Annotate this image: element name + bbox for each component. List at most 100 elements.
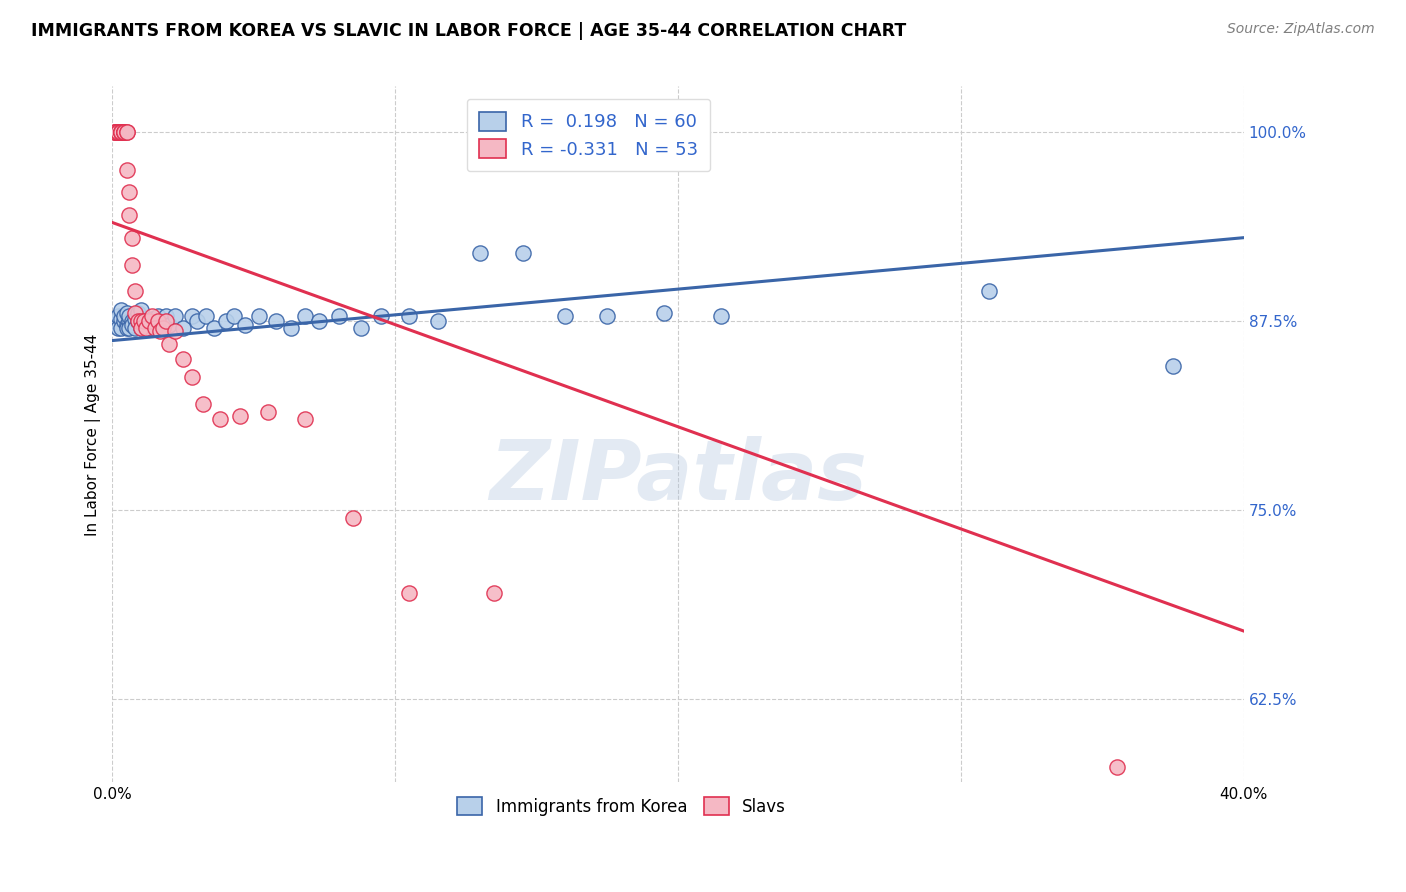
Point bbox=[398, 586, 420, 600]
Point bbox=[107, 125, 129, 139]
Point bbox=[104, 314, 127, 328]
Point bbox=[370, 310, 392, 324]
Point bbox=[149, 325, 172, 339]
Point bbox=[132, 318, 155, 333]
Point bbox=[118, 208, 141, 222]
Point bbox=[143, 318, 166, 333]
Point bbox=[112, 125, 135, 139]
Point bbox=[141, 312, 163, 326]
Text: ZIPatlas: ZIPatlas bbox=[489, 435, 868, 516]
Point bbox=[172, 351, 194, 366]
Point bbox=[155, 310, 177, 324]
Point bbox=[121, 314, 143, 328]
Point bbox=[104, 125, 127, 139]
Point bbox=[135, 314, 157, 328]
Point bbox=[107, 125, 129, 139]
Point bbox=[596, 310, 619, 324]
Point bbox=[112, 125, 135, 139]
Point bbox=[118, 314, 141, 328]
Point bbox=[118, 310, 141, 324]
Point bbox=[709, 310, 731, 324]
Point bbox=[342, 510, 364, 524]
Point bbox=[129, 303, 152, 318]
Point bbox=[294, 310, 316, 324]
Point bbox=[112, 125, 135, 139]
Point bbox=[249, 310, 271, 324]
Point bbox=[107, 125, 129, 139]
Point bbox=[132, 314, 155, 328]
Point bbox=[115, 125, 138, 139]
Point bbox=[146, 314, 169, 328]
Point bbox=[104, 125, 127, 139]
Point bbox=[186, 314, 208, 328]
Point bbox=[652, 306, 675, 320]
Point bbox=[328, 310, 350, 324]
Point bbox=[127, 306, 149, 320]
Point bbox=[152, 321, 174, 335]
Point bbox=[115, 125, 138, 139]
Point bbox=[112, 310, 135, 324]
Point bbox=[350, 321, 373, 335]
Point bbox=[979, 284, 1001, 298]
Y-axis label: In Labor Force | Age 35-44: In Labor Force | Age 35-44 bbox=[86, 334, 101, 535]
Text: Source: ZipAtlas.com: Source: ZipAtlas.com bbox=[1227, 22, 1375, 37]
Point bbox=[280, 321, 302, 335]
Point bbox=[110, 125, 132, 139]
Point bbox=[124, 321, 146, 335]
Point bbox=[104, 125, 127, 139]
Point bbox=[110, 125, 132, 139]
Point bbox=[208, 412, 231, 426]
Point bbox=[124, 306, 146, 320]
Point bbox=[1105, 760, 1128, 774]
Point bbox=[115, 306, 138, 320]
Point bbox=[155, 314, 177, 328]
Point bbox=[121, 258, 143, 272]
Point bbox=[127, 314, 149, 328]
Point bbox=[107, 125, 129, 139]
Point bbox=[110, 303, 132, 318]
Point bbox=[143, 321, 166, 335]
Point bbox=[163, 310, 186, 324]
Point bbox=[191, 397, 214, 411]
Point bbox=[468, 245, 491, 260]
Point bbox=[157, 318, 180, 333]
Point bbox=[110, 312, 132, 326]
Point bbox=[222, 310, 245, 324]
Point bbox=[124, 312, 146, 326]
Point bbox=[118, 186, 141, 200]
Point bbox=[484, 586, 506, 600]
Point bbox=[214, 314, 236, 328]
Point bbox=[129, 321, 152, 335]
Point bbox=[104, 125, 127, 139]
Point bbox=[115, 162, 138, 177]
Point bbox=[163, 325, 186, 339]
Point bbox=[146, 310, 169, 324]
Point bbox=[152, 321, 174, 335]
Point bbox=[194, 310, 217, 324]
Point bbox=[110, 125, 132, 139]
Point bbox=[180, 369, 202, 384]
Point bbox=[228, 409, 250, 424]
Point bbox=[129, 321, 152, 335]
Point bbox=[138, 314, 160, 328]
Legend: Immigrants from Korea, Slavs: Immigrants from Korea, Slavs bbox=[449, 789, 794, 824]
Point bbox=[233, 318, 256, 333]
Point bbox=[135, 321, 157, 335]
Point bbox=[129, 312, 152, 326]
Point bbox=[112, 125, 135, 139]
Point bbox=[110, 125, 132, 139]
Point bbox=[121, 318, 143, 333]
Point bbox=[426, 314, 449, 328]
Point bbox=[121, 230, 143, 244]
Point bbox=[157, 336, 180, 351]
Point bbox=[1161, 359, 1184, 374]
Point bbox=[308, 314, 330, 328]
Point bbox=[180, 310, 202, 324]
Point bbox=[172, 321, 194, 335]
Point bbox=[107, 321, 129, 335]
Point bbox=[118, 321, 141, 335]
Point bbox=[107, 310, 129, 324]
Point bbox=[124, 284, 146, 298]
Point bbox=[129, 314, 152, 328]
Point bbox=[202, 321, 225, 335]
